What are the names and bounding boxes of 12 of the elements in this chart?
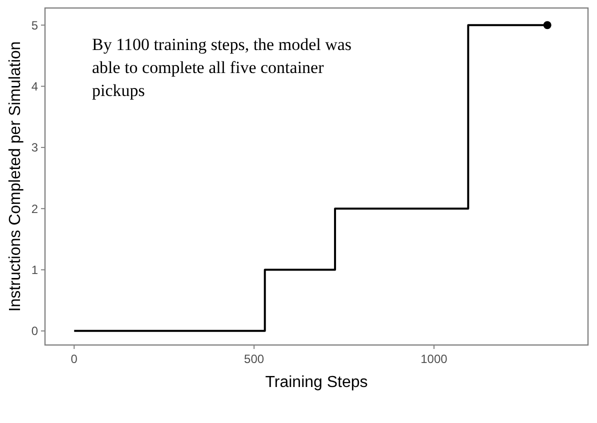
y-tick-label: 2 bbox=[31, 202, 38, 216]
y-tick-label: 4 bbox=[31, 79, 38, 94]
annotation: By 1100 training steps, the model was able to complete all five container pickups bbox=[92, 35, 352, 100]
x-tick-label: 0 bbox=[70, 352, 78, 366]
x-tick-label: 500 bbox=[244, 352, 264, 366]
y-tick-label: 0 bbox=[31, 324, 38, 338]
y-tick-label: 1 bbox=[31, 262, 38, 277]
x-axis-title: Training Steps bbox=[265, 374, 368, 391]
y-tick-label: 5 bbox=[31, 18, 38, 32]
x-tick-label: 1000 bbox=[420, 352, 448, 366]
y-axis-title: Instructions Completed per Simulation bbox=[7, 41, 24, 312]
y-tick-label: 3 bbox=[31, 140, 38, 155]
